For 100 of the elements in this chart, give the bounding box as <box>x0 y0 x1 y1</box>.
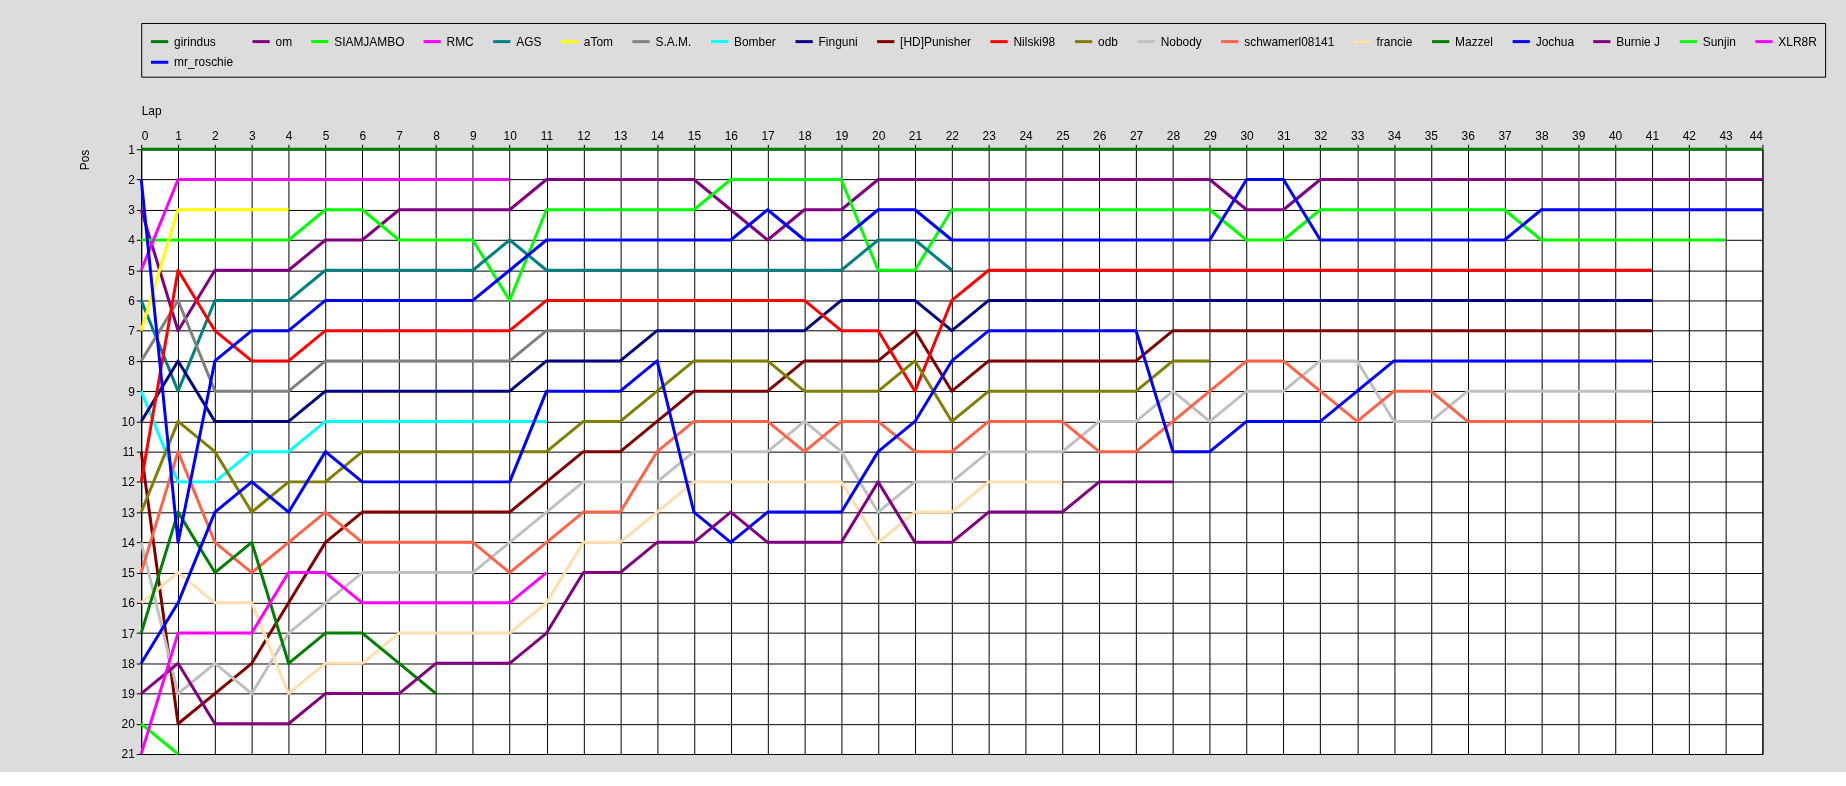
legend-label: aTom <box>583 34 614 49</box>
legend-label: odb <box>1098 34 1119 49</box>
legend-label: S.A.M. <box>655 34 692 49</box>
x-tick-label: 16 <box>724 128 739 143</box>
line-series <box>139 389 549 484</box>
x-tick-label: 32 <box>1314 128 1328 143</box>
line-series <box>139 359 1654 575</box>
x-tick-label: 36 <box>1461 128 1476 143</box>
line-series <box>139 298 622 393</box>
x-tick-label: 26 <box>1093 128 1107 143</box>
legend-label: Jochua <box>1535 34 1575 49</box>
line-series <box>139 238 954 393</box>
legend-label: schwamerl08141 <box>1244 34 1335 49</box>
y-tick-label: 3 <box>128 203 136 218</box>
legend-label: Nobody <box>1160 34 1202 49</box>
x-tick-label: 1 <box>175 128 183 143</box>
y-tick-label: 15 <box>121 566 136 581</box>
x-tick-label: 0 <box>141 128 149 143</box>
x-tick-label: 22 <box>945 128 960 143</box>
x-tick-label: 20 <box>872 128 886 143</box>
y-tick-label: 7 <box>128 324 136 339</box>
x-tick-label: 3 <box>248 128 256 143</box>
x-tick-label: 34 <box>1387 128 1402 143</box>
y-tick-label: 12 <box>121 475 136 490</box>
x-tick-label: 6 <box>359 128 367 143</box>
line-series <box>139 329 1654 665</box>
x-tick-label: 5 <box>322 128 330 143</box>
x-tick-label: 19 <box>835 128 849 143</box>
x-tick-label: 11 <box>540 128 554 143</box>
x-tick-label: 12 <box>577 128 591 143</box>
x-tick-label: 28 <box>1166 128 1181 143</box>
y-tick-label: 8 <box>128 354 136 369</box>
line-series <box>139 178 1764 544</box>
legend-label: RMC <box>446 34 475 49</box>
legend-label: Nilski98 <box>1013 34 1056 49</box>
x-tick-label: 29 <box>1203 128 1218 143</box>
x-tick-label: 25 <box>1056 128 1070 143</box>
y-tick-label: 5 <box>128 263 136 278</box>
y-tick-label: 2 <box>128 172 136 187</box>
legend-label: AGS <box>516 34 542 49</box>
x-tick-label: 31 <box>1277 128 1291 143</box>
x-tick-label: 23 <box>982 128 997 143</box>
legend-label: mr_roschie <box>174 55 234 70</box>
y-tick-label: 13 <box>121 505 136 520</box>
x-tick-label: 44 <box>1749 128 1764 143</box>
x-tick-label: 4 <box>285 128 293 143</box>
x-tick-label: 30 <box>1240 128 1255 143</box>
legend-label: XLR8R <box>1778 34 1818 49</box>
line-series <box>139 510 438 696</box>
line-series <box>139 178 1764 333</box>
y-tick-label: 6 <box>128 293 136 308</box>
x-tick-label: 8 <box>433 128 441 143</box>
x-tick-label: 2 <box>212 128 220 143</box>
legend-label: francie <box>1376 34 1413 49</box>
line-series <box>139 268 1654 484</box>
x-tick-label: 37 <box>1498 128 1513 143</box>
y-tick-label: 20 <box>121 717 136 732</box>
y-tick-label: 1 <box>128 142 136 157</box>
y-tick-label: 10 <box>121 414 136 429</box>
x-tick-label: 38 <box>1535 128 1549 143</box>
x-tick-label: 39 <box>1572 128 1586 143</box>
x-tick-label: 42 <box>1682 128 1697 143</box>
line-series <box>139 359 1654 696</box>
x-tick-label: 21 <box>908 128 923 143</box>
x-tick-label: 9 <box>470 128 478 143</box>
x-axis-title: Lap <box>141 103 162 118</box>
y-tick-label: 18 <box>121 656 136 671</box>
y-tick-label: 21 <box>121 747 136 762</box>
y-tick-label: 11 <box>122 445 136 460</box>
x-tick-label: 10 <box>503 128 518 143</box>
y-tick-label: 9 <box>128 384 136 399</box>
line-series <box>139 298 1654 423</box>
y-axis-title: Pos <box>77 149 92 171</box>
x-tick-label: 13 <box>614 128 628 143</box>
x-tick-label: 17 <box>761 128 776 143</box>
line-series <box>139 359 1212 514</box>
legend-label: Bomber <box>734 34 776 49</box>
y-tick-label: 14 <box>121 535 136 550</box>
x-tick-label: 24 <box>1019 128 1034 143</box>
legend-label: Burnie J <box>1616 34 1661 49</box>
y-tick-label: 17 <box>121 626 136 641</box>
x-tick-label: 18 <box>798 128 812 143</box>
x-tick-label: 15 <box>687 128 702 143</box>
legend-label: [HD]Punisher <box>900 34 972 49</box>
x-tick-label: 14 <box>650 128 665 143</box>
y-tick-label: 16 <box>121 596 136 611</box>
line-series <box>139 329 1654 726</box>
x-tick-label: 40 <box>1608 128 1623 143</box>
legend-label: SIAMJAMBO <box>334 34 405 49</box>
x-tick-label: 41 <box>1645 128 1660 143</box>
legend-label: Mazzel <box>1455 34 1493 49</box>
legend-label: Finguni <box>818 34 858 49</box>
legend-label: girindus <box>174 34 216 49</box>
legend-label: Sunjin <box>1702 34 1736 49</box>
x-tick-label: 33 <box>1351 128 1365 143</box>
x-tick-label: 43 <box>1719 128 1734 143</box>
y-tick-label: 4 <box>128 233 136 248</box>
line-series <box>139 480 1175 726</box>
line-series <box>139 178 1728 302</box>
x-tick-label: 7 <box>396 128 404 143</box>
